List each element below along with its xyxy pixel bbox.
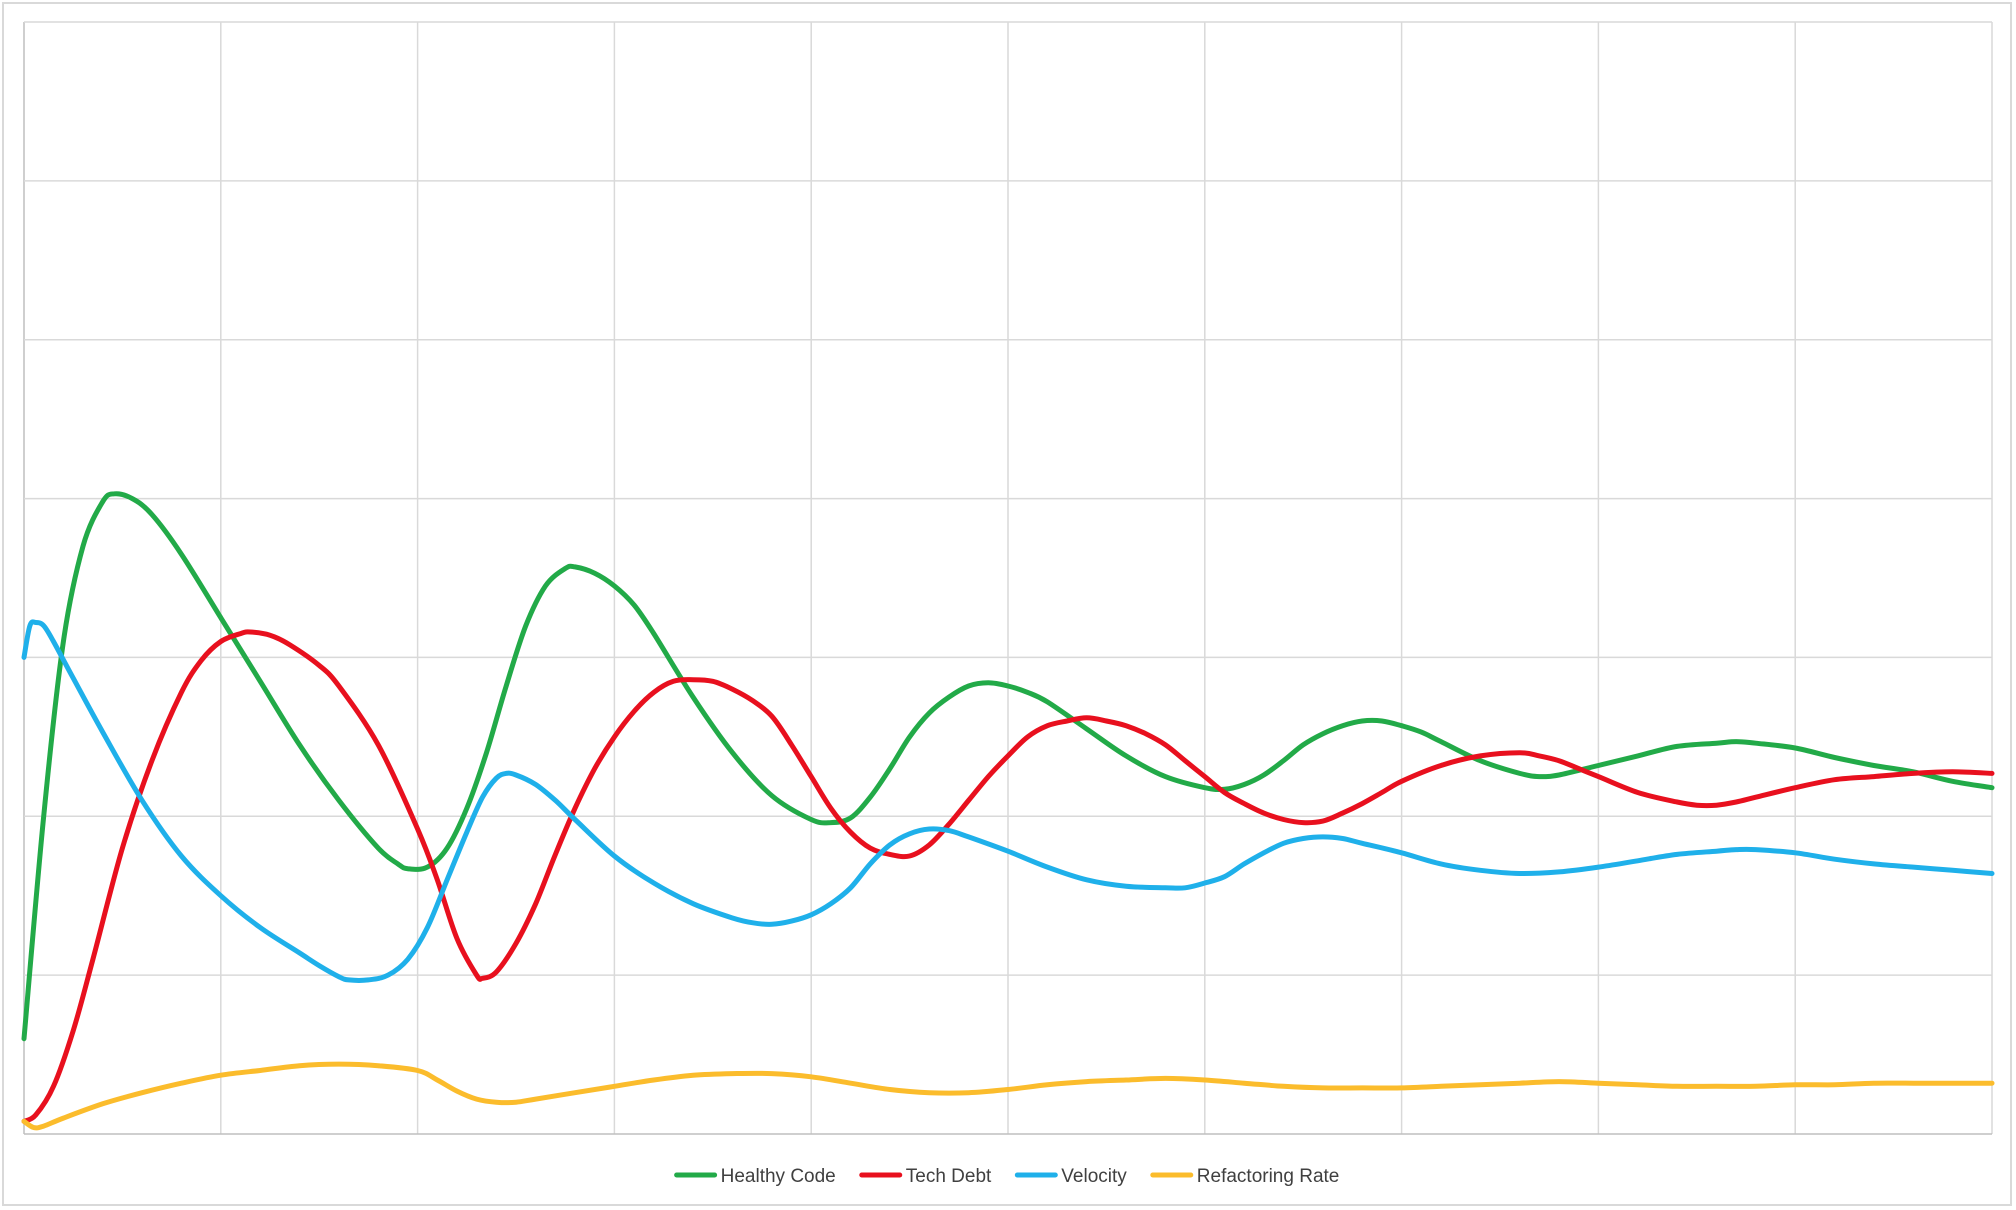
legend: Healthy Code Tech Debt Velocity Refactoring…	[674, 1166, 1340, 1187]
legend-label-velocity: Velocity	[1061, 1166, 1127, 1187]
series-line-tech-debt	[21, 629, 1995, 1124]
series-line-refactoring-rate	[21, 1061, 1995, 1131]
series-line-healthy-code	[21, 491, 1995, 1042]
legend-label-refactoring-rate: Refactoring Rate	[1197, 1166, 1340, 1187]
series-line-velocity	[21, 619, 1995, 983]
legend-label-tech-debt: Tech Debt	[906, 1166, 992, 1187]
legend-label-healthy-code: Healthy Code	[721, 1166, 836, 1187]
series-lines	[21, 491, 1995, 1131]
